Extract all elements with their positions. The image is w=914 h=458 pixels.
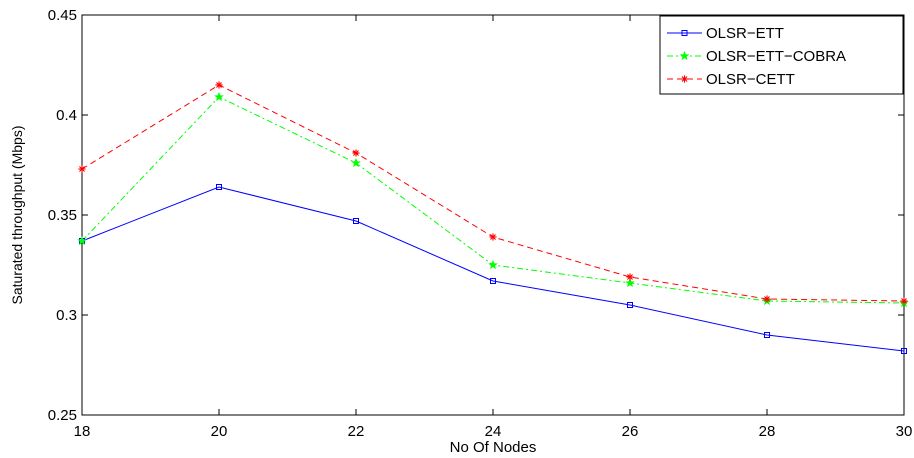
y-tick-label: 0.4	[56, 107, 77, 124]
data-point	[489, 233, 497, 241]
data-point	[626, 273, 634, 281]
data-point	[352, 149, 360, 157]
data-point	[625, 277, 635, 288]
legend-box	[659, 15, 904, 95]
y-tick-label: 0.3	[56, 307, 77, 324]
data-point	[77, 235, 87, 246]
data-point	[763, 295, 771, 303]
legend-marker	[680, 75, 689, 83]
data-point	[351, 157, 361, 168]
legend-item: OLSR−CETT	[667, 71, 795, 88]
axis-ticks: 18 20 22 24 26 28 30 0.25 0.3 0.35 0.4 0.45	[48, 7, 913, 440]
x-tick-label: 28	[759, 423, 776, 440]
x-tick-label: 22	[348, 423, 365, 440]
legend-marker	[681, 30, 688, 36]
x-tick-label: 20	[211, 423, 228, 440]
data-point	[353, 218, 359, 224]
y-tick-label: 0.45	[48, 7, 77, 24]
data-point	[216, 184, 222, 190]
data-point	[214, 91, 224, 102]
legend-label: OLSR−ETT−COBRA	[706, 48, 846, 65]
x-tick-label: 26	[622, 423, 639, 440]
data-point	[764, 332, 770, 338]
legend-item: OLSR−ETT−COBRA	[667, 48, 846, 65]
legend-item: OLSR−ETT	[667, 25, 784, 42]
y-tick-label: 0.35	[48, 207, 77, 224]
data-point	[900, 297, 908, 305]
legend-label: OLSR−ETT	[706, 25, 784, 42]
y-tick-label: 0.25	[48, 407, 77, 424]
x-tick-label: 18	[74, 423, 91, 440]
data-point	[901, 348, 907, 354]
y-axis-label: Saturated throughput (Mbps)	[9, 126, 25, 305]
data-point	[488, 259, 498, 270]
legend: OLSR−ETT OLSR−ETT−COBRA OLSR−CETT	[659, 15, 904, 95]
data-point	[215, 81, 223, 89]
x-axis-label: No Of Nodes	[450, 439, 537, 456]
series-markers	[77, 81, 909, 354]
x-tick-label: 24	[485, 423, 502, 440]
legend-marker	[679, 50, 690, 61]
data-point	[78, 165, 86, 173]
series-line-1	[81, 186, 905, 352]
data-point	[627, 302, 633, 308]
legend-label: OLSR−CETT	[706, 71, 795, 88]
x-tick-label: 30	[896, 423, 913, 440]
data-point	[490, 278, 496, 284]
